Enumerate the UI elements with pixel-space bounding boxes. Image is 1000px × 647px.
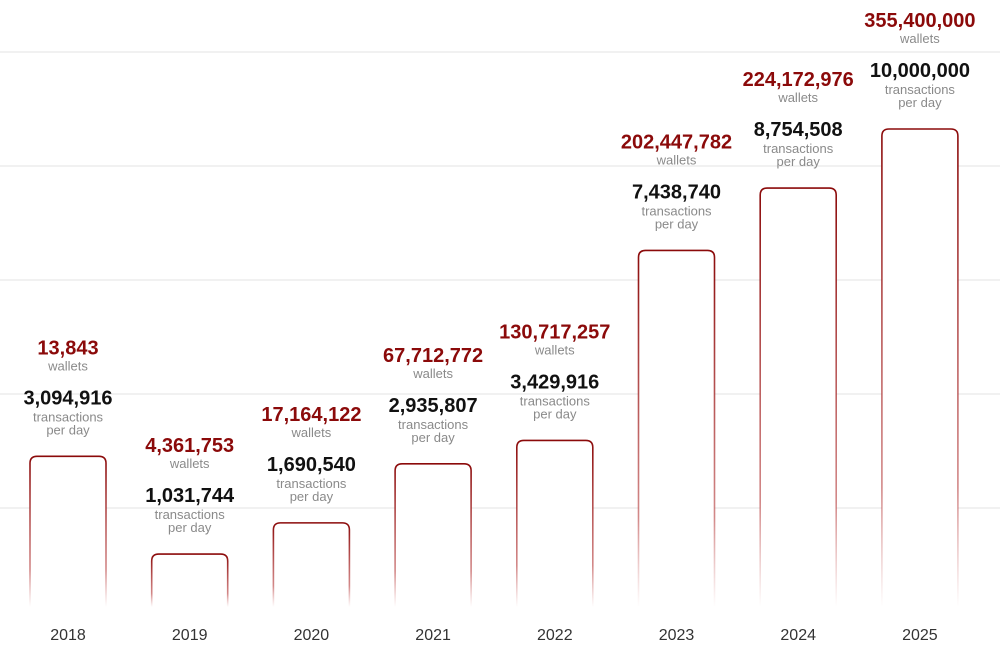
- transactions-value-label: 1,690,540: [267, 454, 356, 476]
- x-tick-label: 2022: [537, 627, 573, 644]
- bar: [150, 553, 229, 607]
- transactions-value-label: 3,429,916: [510, 371, 599, 393]
- transactions-value-label: 3,094,916: [24, 387, 113, 409]
- bar: [881, 128, 959, 607]
- wallets-unit-label: wallets: [534, 342, 575, 357]
- bar: [394, 463, 472, 607]
- x-tick-label: 2019: [172, 627, 208, 644]
- transactions-unit-label: transactions: [33, 409, 104, 424]
- wallets-value-label: 202,447,782: [621, 131, 732, 153]
- x-tick-label: 2020: [294, 627, 330, 644]
- wallets-value-label: 17,164,122: [261, 404, 361, 426]
- x-tick-label: 2018: [50, 627, 86, 644]
- per-day-label: per day: [533, 406, 577, 421]
- bar: [516, 439, 594, 607]
- wallets-value-label: 130,717,257: [499, 321, 610, 343]
- transactions-unit-label: transactions: [398, 417, 469, 432]
- bar: [272, 522, 351, 607]
- x-axis: 2018 2019 2020 2021 2022 2023 2024 2025: [50, 627, 938, 644]
- wallets-value-label: 355,400,000: [864, 10, 975, 32]
- transactions-value-label: 8,754,508: [754, 119, 843, 141]
- bar: [637, 249, 716, 607]
- wallets-value-label: 224,172,976: [743, 69, 854, 91]
- transactions-unit-label: transactions: [520, 393, 591, 408]
- x-tick-label: 2024: [780, 627, 816, 644]
- x-tick-label: 2023: [659, 627, 695, 644]
- bars: [29, 128, 959, 607]
- wallets-unit-label: wallets: [412, 366, 453, 381]
- wallets-unit-label: wallets: [47, 358, 88, 373]
- x-tick-label: 2021: [415, 627, 451, 644]
- bar: [759, 187, 837, 607]
- transactions-value-label: 10,000,000: [870, 60, 970, 82]
- per-day-label: per day: [655, 216, 699, 231]
- wallets-unit-label: wallets: [777, 90, 818, 105]
- per-day-label: per day: [168, 520, 212, 535]
- wallets-unit-label: wallets: [656, 152, 697, 167]
- wallets-value-label: 13,843: [37, 337, 98, 359]
- x-tick-label: 2025: [902, 627, 938, 644]
- per-day-label: per day: [898, 95, 942, 110]
- transactions-value-label: 1,031,744: [145, 485, 235, 507]
- per-day-label: per day: [46, 422, 90, 437]
- wallets-value-label: 4,361,753: [145, 435, 234, 457]
- transactions-value-label: 7,438,740: [632, 181, 721, 203]
- wallets-unit-label: wallets: [169, 456, 210, 471]
- transactions-unit-label: transactions: [155, 507, 226, 522]
- transactions-unit-label: transactions: [885, 82, 956, 97]
- bar: [29, 455, 107, 607]
- transactions-unit-label: transactions: [641, 203, 712, 218]
- transactions-unit-label: transactions: [763, 141, 834, 156]
- transactions-unit-label: transactions: [276, 476, 347, 491]
- transactions-value-label: 2,935,807: [389, 395, 478, 417]
- per-day-label: per day: [411, 430, 455, 445]
- per-day-label: per day: [290, 489, 334, 504]
- wallets-unit-label: wallets: [899, 31, 940, 46]
- wallets-unit-label: wallets: [291, 425, 332, 440]
- per-day-label: per day: [777, 154, 821, 169]
- wallets-value-label: 67,712,772: [383, 345, 483, 367]
